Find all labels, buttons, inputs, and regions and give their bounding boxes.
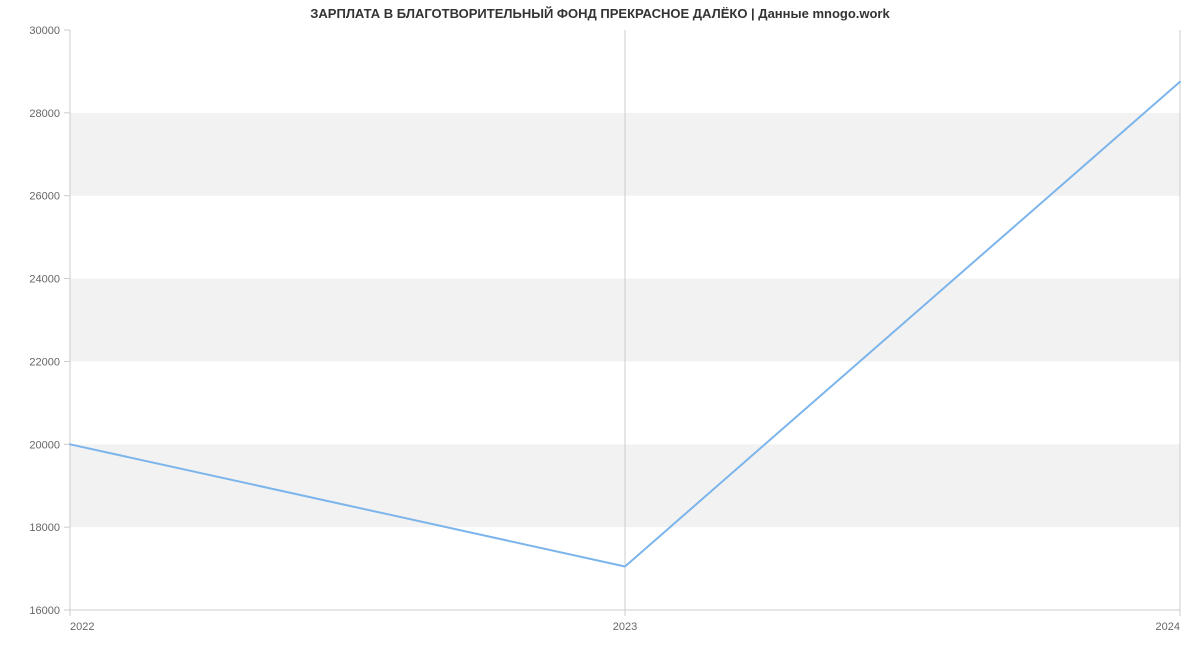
- chart-svg: 16000 18000 20000 22000 24000 26000 28000 30000…: [0, 0, 1200, 650]
- x-tick-label: 2024: [1156, 621, 1180, 633]
- y-tick-label: 24000: [29, 274, 60, 286]
- y-tick-label: 16000: [29, 605, 60, 617]
- x-tick-label: 2022: [70, 621, 94, 633]
- y-tick-label: 20000: [29, 439, 60, 451]
- chart-title: ЗАРПЛАТА В БЛАГОТВОРИТЕЛЬНЫЙ ФОНД ПРЕКРА…: [0, 6, 1200, 21]
- y-tick-label: 22000: [29, 356, 60, 368]
- plot-area: 16000 18000 20000 22000 24000 26000 28000 30000…: [29, 25, 1180, 633]
- x-tick-label: 2023: [613, 621, 637, 633]
- salary-line-chart: ЗАРПЛАТА В БЛАГОТВОРИТЕЛЬНЫЙ ФОНД ПРЕКРА…: [0, 0, 1200, 650]
- y-tick-label: 18000: [29, 522, 60, 534]
- y-tick-label: 26000: [29, 191, 60, 203]
- y-tick-label: 30000: [29, 25, 60, 37]
- y-tick-label: 28000: [29, 108, 60, 120]
